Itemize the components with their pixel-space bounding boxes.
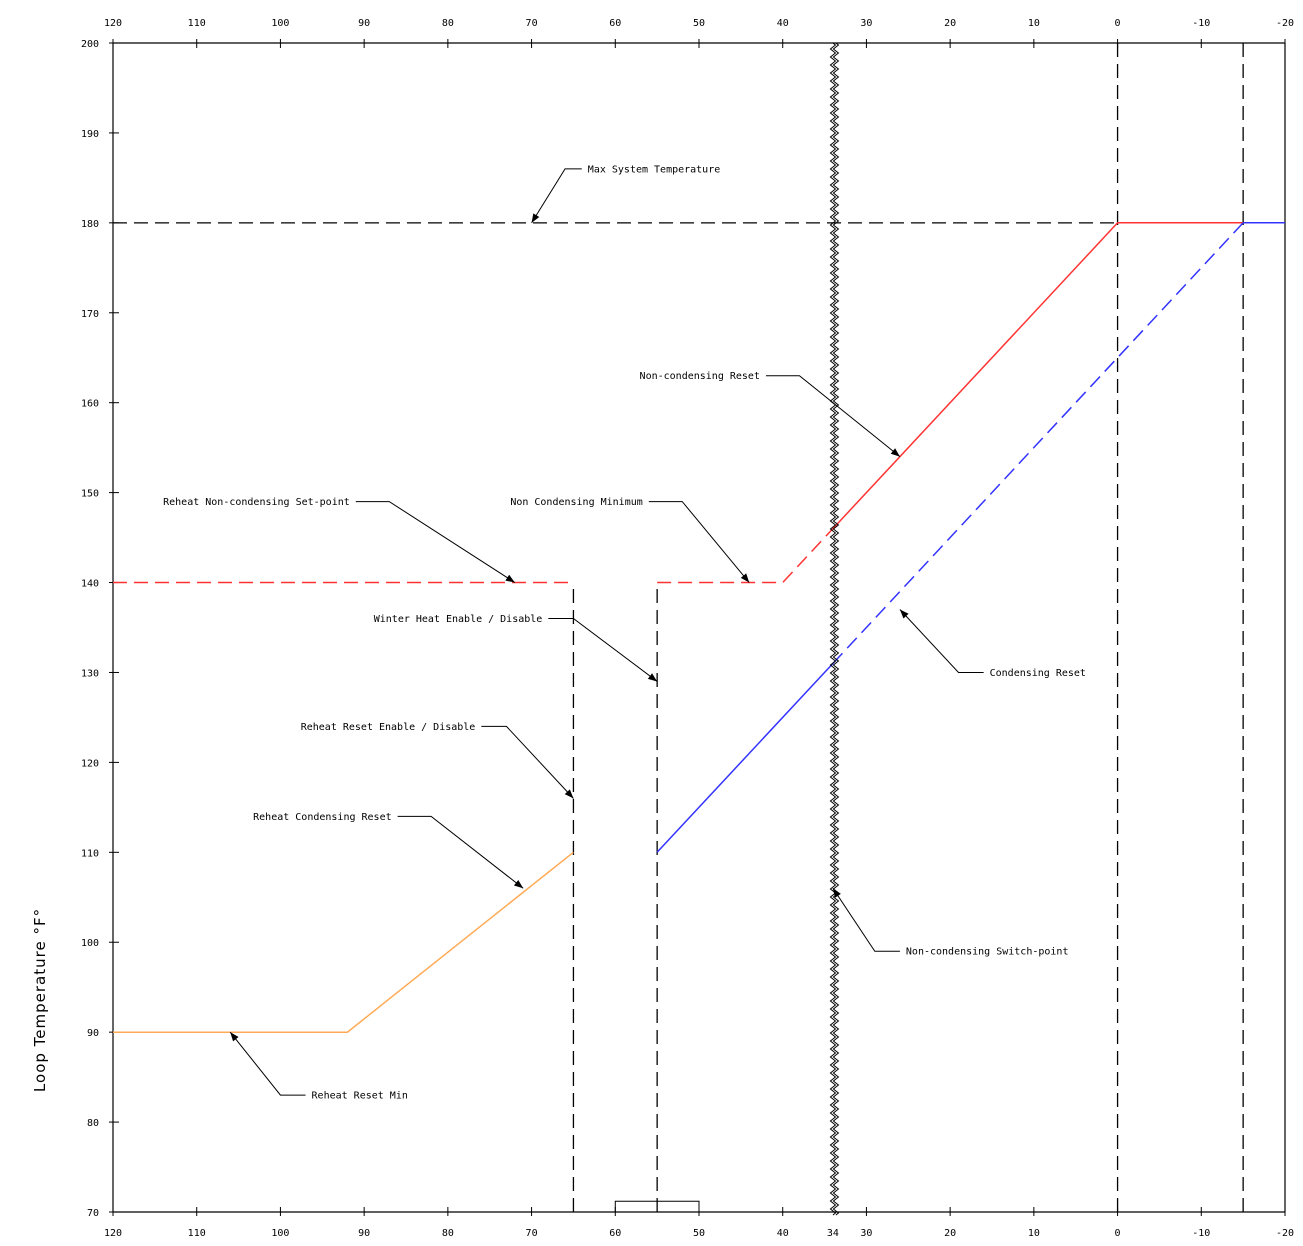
arrowhead-reheat-nc-setpoint: [505, 575, 514, 583]
annotation-label-non-condensing-reset: Non-condensing Reset: [640, 371, 760, 382]
y-tick-label: 120: [81, 758, 99, 769]
x-tick-label-top: -20: [1276, 18, 1294, 29]
arrowhead-reheat-condensing-reset: [514, 880, 523, 888]
x-tick-label-bottom-switch: 34: [827, 1228, 839, 1239]
y-tick-label: 100: [81, 938, 99, 949]
x-tick-label-top: 50: [693, 18, 705, 29]
x-tick-label-top: 70: [526, 18, 538, 29]
arrowhead-non-condensing-min: [741, 573, 749, 582]
switch-point-line: [830, 43, 838, 1215]
reference-lines: [113, 43, 1243, 1212]
series-lines: [113, 223, 1285, 1032]
annotation-label-non-condensing-switch: Non-condensing Switch-point: [906, 947, 1069, 958]
x-tick-label-bottom: 120: [104, 1228, 122, 1239]
y-axis-label: Loop Temperature °F°: [31, 908, 49, 1092]
y-tick-label: 130: [81, 668, 99, 679]
x-tick-label-top: 20: [944, 18, 956, 29]
leader-reheat-reset-min: [230, 1032, 305, 1095]
x-tick-label-top: 100: [271, 18, 289, 29]
x-tick-label-bottom: 100: [271, 1228, 289, 1239]
leader-reheat-nc-setpoint: [356, 502, 515, 583]
y-tick-label: 180: [81, 219, 99, 230]
annotation-label-reheat-reset-min: Reheat Reset Min: [312, 1091, 408, 1102]
y-tick-label: 140: [81, 579, 99, 590]
annotation-label-condensing-reset: Condensing Reset: [990, 668, 1086, 679]
series-condensing-reset-solid: [657, 664, 833, 853]
y-tick-label: 200: [81, 39, 99, 50]
x-tick-label-top: -10: [1192, 18, 1210, 29]
annotation-label-max-system-temp: Max System Temperature: [588, 164, 720, 175]
x-tick-label-bottom: 0: [1115, 1228, 1121, 1239]
arrowhead-winter-heat: [648, 673, 657, 681]
x-tick-label-top: 90: [358, 18, 370, 29]
annotation-label-winter-heat: Winter Heat Enable / Disable: [374, 614, 543, 625]
series-condensing-reset-dashed: [833, 223, 1243, 664]
y-tick-label: 80: [87, 1118, 99, 1129]
y-tick-label: 160: [81, 399, 99, 410]
x-tick-label-bottom: -20: [1276, 1228, 1294, 1239]
y-tick-label: 70: [87, 1208, 99, 1219]
y-tick-label: 90: [87, 1028, 99, 1039]
x-tick-label-top: 30: [860, 18, 872, 29]
arrowhead-reheat-reset-min: [230, 1032, 238, 1041]
x-tick-label-bottom: -10: [1192, 1228, 1210, 1239]
x-tick-label-bottom: 30: [860, 1228, 872, 1239]
x-tick-label-top: 120: [104, 18, 122, 29]
tick-labels: 1201201101101001009090808070706060505040…: [81, 18, 1294, 1239]
axes-frame: [109, 39, 1285, 1216]
leader-non-condensing-switch: [833, 888, 900, 951]
annotation-label-reheat-nc-setpoint: Reheat Non-condensing Set-point: [163, 497, 350, 508]
y-tick-label: 170: [81, 309, 99, 320]
annotation-label-reheat-condensing-reset: Reheat Condensing Reset: [253, 812, 391, 823]
x-tick-label-top: 80: [442, 18, 454, 29]
switch-point-wavy-line: [830, 43, 835, 1215]
x-tick-label-bottom: 50: [693, 1228, 705, 1239]
leader-winter-heat: [548, 619, 657, 682]
y-tick-label: 150: [81, 489, 99, 500]
x-tick-label-top: 110: [188, 18, 206, 29]
y-tick-label: 110: [81, 848, 99, 859]
x-tick-label-bottom: 20: [944, 1228, 956, 1239]
x-tick-label-top: 40: [777, 18, 789, 29]
y-tick-label: 190: [81, 129, 99, 140]
x-tick-label-bottom: 40: [777, 1228, 789, 1239]
series-reheat-condensing: [113, 852, 573, 1032]
leader-max-system-temp: [532, 169, 582, 223]
x-tick-label-top: 0: [1115, 18, 1121, 29]
leader-condensing-reset: [900, 610, 984, 673]
x-tick-label-bottom: 10: [1028, 1228, 1040, 1239]
leader-reheat-condensing-reset: [398, 816, 524, 888]
leader-non-condensing-min: [649, 502, 749, 583]
x-tick-label-bottom: 110: [188, 1228, 206, 1239]
series-noncondensing-reset: [833, 223, 1243, 529]
x-tick-label-bottom: 60: [609, 1228, 621, 1239]
x-tick-label-bottom: 90: [358, 1228, 370, 1239]
annotation-label-reheat-reset-enable: Reheat Reset Enable / Disable: [301, 722, 476, 733]
annotation-label-non-condensing-min: Non Condensing Minimum: [510, 497, 642, 508]
leader-non-condensing-reset: [766, 376, 900, 457]
x-tick-label-top: 10: [1028, 18, 1040, 29]
x-tick-label-bottom: 80: [442, 1228, 454, 1239]
x-tick-label-bottom: 70: [526, 1228, 538, 1239]
annotations: Max System Temperature Non-condensing Res…: [163, 164, 1086, 1101]
leader-reheat-reset-enable: [481, 726, 573, 798]
arrowhead-max-system-temp: [532, 213, 540, 222]
x-tick-label-top: 60: [609, 18, 621, 29]
arrowhead-non-condensing-reset: [891, 448, 900, 456]
